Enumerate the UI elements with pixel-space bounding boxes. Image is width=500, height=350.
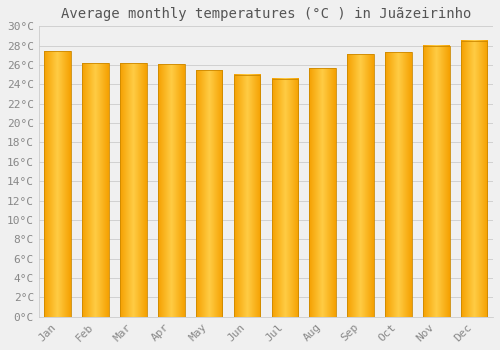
Bar	[385, 52, 411, 317]
Bar	[310, 68, 336, 317]
Bar	[158, 64, 184, 317]
Bar	[82, 63, 109, 317]
Bar	[234, 75, 260, 317]
Bar	[120, 63, 146, 317]
Bar	[348, 54, 374, 317]
Title: Average monthly temperatures (°C ) in Juãzeirinho: Average monthly temperatures (°C ) in Ju…	[60, 7, 471, 21]
Bar	[461, 41, 487, 317]
Bar	[44, 51, 71, 317]
Bar	[272, 78, 298, 317]
Bar	[196, 70, 222, 317]
Bar	[423, 46, 450, 317]
